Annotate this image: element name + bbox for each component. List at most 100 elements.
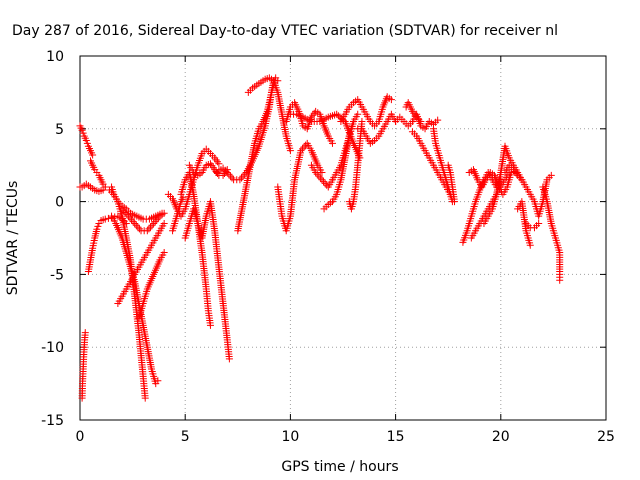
data-point (151, 218, 159, 226)
data-point (148, 221, 156, 229)
data-point (225, 355, 233, 363)
data-point (302, 141, 310, 149)
series-track-19 (244, 74, 294, 155)
series-track-26 (345, 118, 366, 213)
data-point (535, 219, 543, 227)
chart-title: Day 287 of 2016, Sidereal Day-to-day VTE… (12, 23, 558, 39)
x-tick-label: 20 (492, 429, 510, 445)
data-point (300, 143, 308, 151)
data-point (81, 329, 89, 337)
data-point (297, 147, 305, 155)
data-point (226, 172, 234, 180)
data-point (387, 96, 395, 104)
data-point (160, 219, 168, 227)
y-axis-label: SDTVAR / TECUs (5, 181, 21, 296)
series-track-22 (286, 110, 364, 162)
data-point (228, 174, 236, 182)
series-track-04 (84, 212, 130, 275)
data-point (160, 249, 168, 257)
x-tick-label: 5 (181, 429, 190, 445)
data-point (237, 174, 245, 182)
data-point (78, 126, 86, 134)
series-track-24 (320, 110, 362, 213)
data-point (286, 147, 294, 155)
x-tick-label: 15 (387, 429, 405, 445)
series-track-10 (105, 186, 166, 223)
data-point (354, 110, 362, 118)
y-tick-label: 5 (55, 122, 64, 138)
series-track-39 (522, 219, 543, 232)
data-point (131, 219, 139, 227)
data-point (141, 394, 149, 402)
data-point (312, 168, 320, 176)
data-point (417, 118, 425, 126)
data-point (318, 176, 326, 184)
series-track-05 (87, 157, 109, 191)
series-track-40 (539, 183, 564, 284)
x-tick-label: 10 (281, 429, 299, 445)
series-track-31 (408, 128, 454, 198)
data-point (556, 276, 564, 284)
data-point (215, 160, 223, 168)
data-point (83, 139, 91, 147)
data-point (82, 136, 90, 144)
y-tick-label: -10 (41, 340, 64, 356)
y-tick-label: -15 (41, 413, 64, 429)
data-point (121, 209, 129, 217)
series-track-27 (354, 110, 400, 147)
data-point (158, 209, 166, 217)
data-point (298, 145, 306, 153)
data-point (101, 183, 109, 191)
data-point (79, 129, 87, 137)
data-point (333, 110, 341, 118)
x-tick-label: 0 (76, 429, 85, 445)
data-point (94, 222, 102, 230)
x-tick-label: 25 (597, 429, 615, 445)
series-track-25 (337, 93, 395, 130)
plot-frame (79, 55, 607, 421)
data-point (223, 168, 231, 176)
data-point (321, 179, 329, 187)
data-point (316, 174, 324, 182)
series-track-03 (78, 329, 89, 402)
data-point (334, 112, 342, 120)
data-point (206, 321, 214, 329)
data-point (547, 171, 555, 179)
data-point (320, 178, 328, 186)
x-axis-label: GPS time / hours (281, 459, 398, 475)
data-point (225, 170, 233, 178)
series-track-13 (169, 193, 187, 235)
data-point (146, 223, 154, 231)
data-point (150, 219, 158, 227)
data-point (129, 218, 137, 226)
series-track-01 (76, 122, 97, 159)
series-track-29 (402, 99, 425, 126)
series-track-15 (181, 198, 233, 363)
data-point (328, 139, 336, 147)
data-point (315, 172, 323, 180)
series-track-08 (114, 219, 168, 308)
series-track-20 (274, 139, 326, 235)
data-point (135, 225, 143, 233)
y-tick-label: 10 (46, 49, 64, 65)
axis-ticks: 0 5 10 15 20 25 -15 -10 -5 0 5 10 (41, 49, 615, 445)
data-point (451, 198, 459, 206)
data-point (526, 241, 534, 249)
data-point (318, 168, 326, 176)
data-point (126, 214, 134, 222)
data-point (143, 227, 151, 235)
y-tick-label: 0 (55, 195, 64, 211)
data-point (154, 377, 162, 385)
data-point (358, 118, 366, 126)
data-point (134, 223, 142, 231)
data-point (236, 176, 244, 184)
series-track-11 (135, 249, 168, 322)
data-marks (76, 74, 564, 402)
data-point (145, 225, 153, 233)
series-track-32 (444, 161, 459, 206)
y-tick-label: -5 (50, 267, 64, 283)
data-point (313, 170, 321, 178)
data-point (101, 215, 109, 223)
